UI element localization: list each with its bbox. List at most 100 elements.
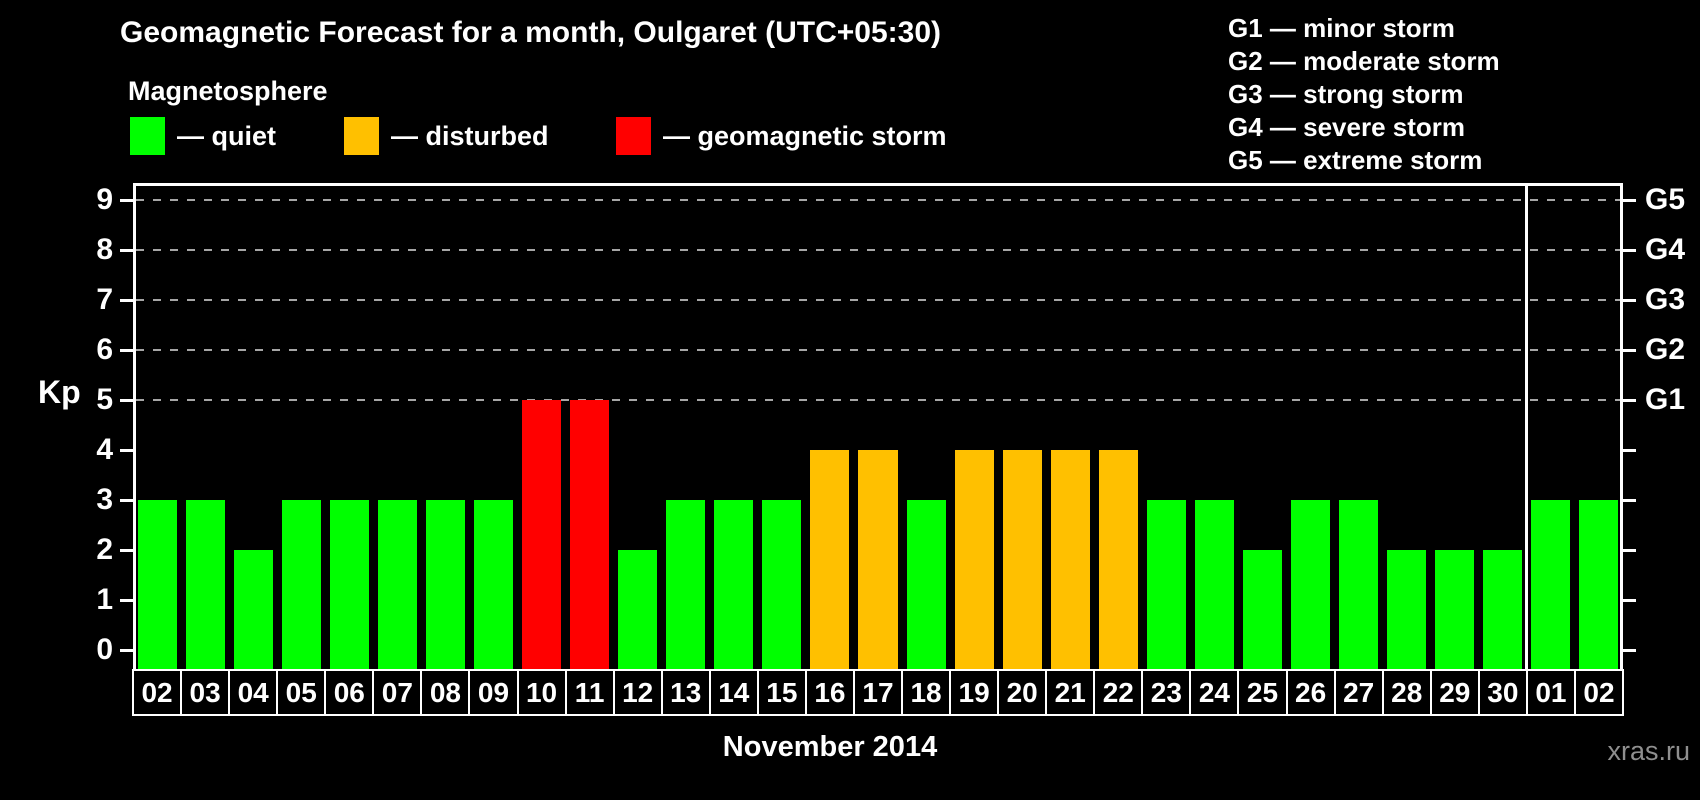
kp-bar-day-25 bbox=[1242, 550, 1283, 669]
day-label-06: 06 bbox=[324, 669, 375, 716]
day-label-08: 08 bbox=[420, 669, 471, 716]
kp-bar-day-28 bbox=[1387, 550, 1427, 669]
day-label-02: 02 bbox=[132, 669, 183, 716]
watermark: xras.ru bbox=[1607, 736, 1690, 766]
y-tick-right-6 bbox=[1623, 348, 1636, 352]
y-tick-label-9: 9 bbox=[96, 183, 113, 216]
day-label-02: 02 bbox=[1573, 669, 1624, 716]
storm-color-swatch bbox=[616, 117, 651, 155]
legend-label-disturbed: — disturbed bbox=[391, 120, 549, 151]
gridline-kp6 bbox=[136, 349, 1620, 351]
month-separator-line bbox=[1525, 183, 1529, 669]
kp-bar-day-02 bbox=[1579, 500, 1619, 669]
kp-bar-day-15 bbox=[762, 500, 802, 669]
y-tick-label-4: 4 bbox=[96, 433, 113, 466]
day-label-26: 26 bbox=[1285, 669, 1336, 716]
day-label-14: 14 bbox=[708, 669, 759, 716]
day-label-29: 29 bbox=[1429, 669, 1480, 716]
y-tick-label-2: 2 bbox=[96, 533, 113, 566]
g5-legend-line: G5 — extreme storm bbox=[1228, 145, 1483, 175]
day-label-04: 04 bbox=[228, 669, 279, 716]
day-label-11: 11 bbox=[564, 669, 615, 716]
legend-item-storm: — geomagnetic storm bbox=[616, 116, 947, 156]
gridline-kp9 bbox=[136, 199, 1620, 201]
y-tick-right-1 bbox=[1623, 598, 1636, 602]
kp-bar-day-17 bbox=[858, 450, 898, 669]
y-tick-label-8: 8 bbox=[96, 233, 113, 266]
y-tick-left-6 bbox=[120, 348, 133, 352]
g-scale-label-G2: G2 bbox=[1645, 333, 1686, 366]
day-label-18: 18 bbox=[901, 669, 952, 716]
y-axis-title-kp: Kp bbox=[38, 374, 81, 410]
g-scale-label-G1: G1 bbox=[1645, 383, 1686, 416]
day-label-05: 05 bbox=[276, 669, 327, 716]
y-tick-left-4 bbox=[120, 448, 133, 452]
day-label-07: 07 bbox=[372, 669, 423, 716]
page-title: Geomagnetic Forecast for a month, Oulgar… bbox=[120, 16, 942, 49]
g-scale-label-G3: G3 bbox=[1645, 283, 1686, 316]
day-label-19: 19 bbox=[949, 669, 1000, 716]
kp-bar-day-16 bbox=[810, 450, 850, 669]
day-label-01: 01 bbox=[1525, 669, 1576, 716]
day-label-17: 17 bbox=[852, 669, 904, 716]
kp-bar-day-24 bbox=[1194, 500, 1234, 669]
kp-bar-day-23 bbox=[1146, 500, 1186, 669]
kp-bar-day-19 bbox=[954, 450, 994, 669]
kp-bar-day-10 bbox=[522, 400, 562, 669]
kp-bar-day-27 bbox=[1339, 500, 1379, 669]
y-tick-left-1 bbox=[120, 598, 133, 602]
kp-bar-day-26 bbox=[1291, 500, 1331, 669]
legend-item-disturbed: — disturbed bbox=[344, 116, 549, 156]
kp-bar-day-14 bbox=[714, 500, 754, 669]
y-tick-right-7 bbox=[1623, 298, 1636, 302]
y-tick-left-8 bbox=[120, 248, 133, 252]
kp-bar-day-18 bbox=[906, 500, 946, 669]
day-label-22: 22 bbox=[1093, 669, 1144, 716]
kp-bar-day-03 bbox=[185, 500, 225, 669]
x-axis-title-month: November 2014 bbox=[722, 731, 938, 763]
day-label-03: 03 bbox=[180, 669, 231, 716]
g-scale-label-G5: G5 bbox=[1645, 183, 1686, 216]
kp-bar-day-08 bbox=[425, 500, 465, 669]
y-tick-right-4 bbox=[1623, 448, 1636, 452]
y-tick-left-0 bbox=[120, 648, 133, 652]
y-tick-left-7 bbox=[120, 298, 133, 302]
day-label-24: 24 bbox=[1189, 669, 1240, 716]
kp-bar-day-20 bbox=[1002, 450, 1042, 669]
kp-bar-day-11 bbox=[570, 400, 610, 669]
day-label-30: 30 bbox=[1477, 669, 1528, 716]
kp-bar-day-01 bbox=[1531, 500, 1571, 669]
gridline-kp8 bbox=[136, 249, 1620, 251]
y-tick-label-7: 7 bbox=[96, 283, 113, 316]
y-tick-right-0 bbox=[1623, 648, 1636, 652]
kp-bar-day-13 bbox=[666, 500, 706, 669]
day-label-09: 09 bbox=[468, 669, 519, 716]
day-label-15: 15 bbox=[756, 669, 807, 716]
g3-legend-line: G3 — strong storm bbox=[1228, 79, 1464, 109]
y-tick-label-0: 0 bbox=[96, 633, 113, 666]
y-tick-label-3: 3 bbox=[96, 483, 113, 516]
y-tick-right-5 bbox=[1623, 398, 1636, 402]
y-tick-left-2 bbox=[120, 548, 133, 552]
g4-legend-line: G4 — severe storm bbox=[1228, 112, 1466, 142]
day-label-25: 25 bbox=[1237, 669, 1288, 716]
disturbed-color-swatch bbox=[344, 117, 379, 155]
day-label-21: 21 bbox=[1045, 669, 1096, 716]
gridline-kp7 bbox=[136, 299, 1620, 301]
y-tick-left-3 bbox=[120, 498, 133, 502]
day-label-20: 20 bbox=[997, 669, 1048, 716]
g2-legend-line: G2 — moderate storm bbox=[1228, 46, 1500, 76]
y-tick-left-9 bbox=[120, 198, 133, 202]
plot-area bbox=[133, 183, 1623, 669]
g-scale-legend: G1 — minor storm G2 — moderate storm G3 … bbox=[1228, 12, 1500, 177]
kp-bar-day-22 bbox=[1098, 450, 1138, 669]
legend-label-quiet: — quiet bbox=[177, 120, 276, 151]
y-tick-label-5: 5 bbox=[96, 383, 113, 416]
magnetosphere-legend-heading: Magnetosphere bbox=[128, 76, 328, 106]
y-tick-left-5 bbox=[120, 398, 133, 402]
y-tick-right-9 bbox=[1623, 198, 1636, 202]
day-label-12: 12 bbox=[612, 669, 663, 716]
day-label-28: 28 bbox=[1381, 669, 1432, 716]
quiet-color-swatch bbox=[130, 117, 165, 155]
